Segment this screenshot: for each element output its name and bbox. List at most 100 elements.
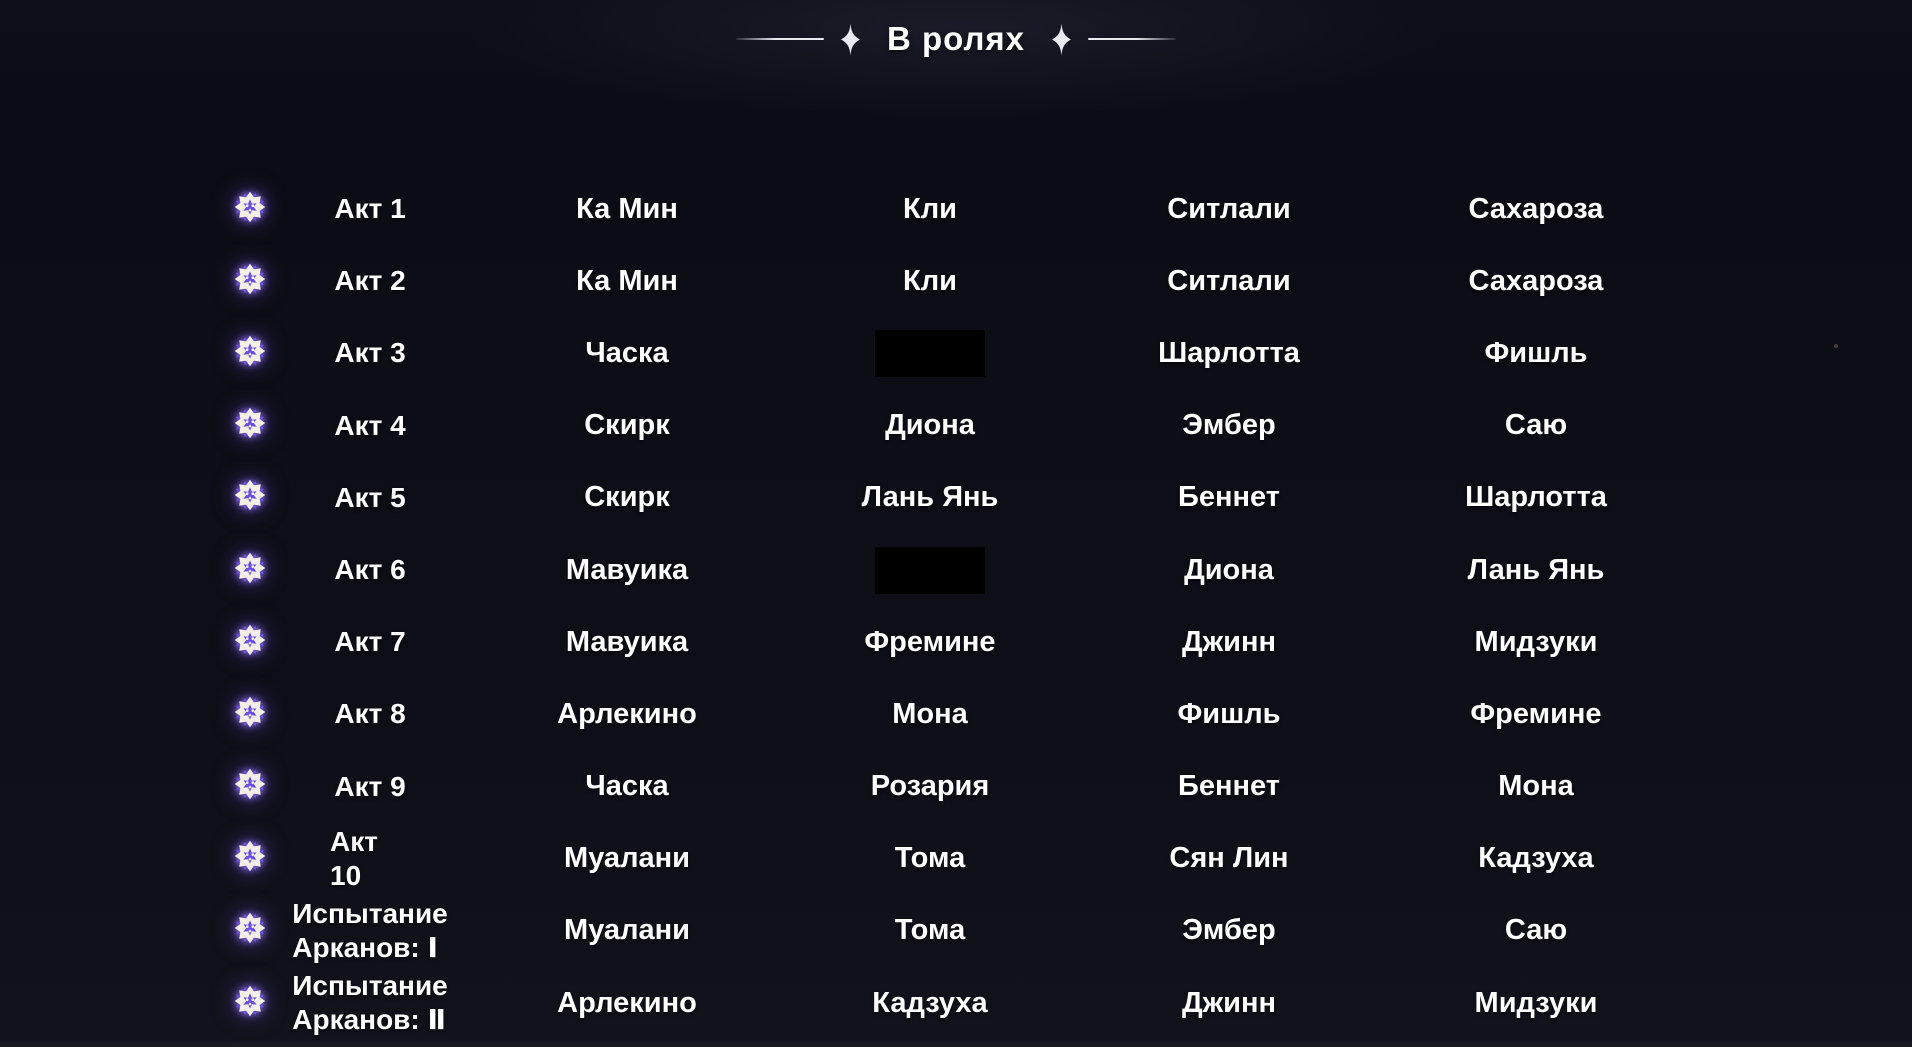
star-flower-icon bbox=[231, 404, 269, 447]
cast-name: Мона bbox=[1498, 770, 1574, 803]
cast-cell-3: Беннет bbox=[1016, 462, 1442, 534]
cast-cell-3: Диона bbox=[1016, 534, 1442, 606]
cast-name: Мидзуки bbox=[1474, 625, 1598, 658]
star-flower-icon bbox=[231, 982, 269, 1025]
cast-name: Саю bbox=[1504, 409, 1568, 442]
cast-cell-2 bbox=[844, 534, 1016, 606]
act-label: Акт 6 bbox=[334, 554, 406, 586]
cast-cell-2: Мона bbox=[844, 678, 1016, 750]
cast-cell-2: Тома bbox=[844, 895, 1016, 967]
background-star-particle bbox=[1834, 344, 1838, 348]
act-label: Испытание Арканов: Ⅱ bbox=[292, 970, 448, 1036]
cast-cell-3: Беннет bbox=[1016, 751, 1442, 823]
star-flower-icon bbox=[231, 621, 269, 664]
cast-cell-2: Диона bbox=[844, 390, 1016, 462]
cast-cell-3: Джинн bbox=[1016, 967, 1442, 1039]
cast-cell-4: Сахароза bbox=[1442, 245, 1630, 317]
cast-name: Фишль bbox=[1177, 697, 1281, 730]
cast-row: Акт 2 Ка Мин Кли Ситлали Сахароза bbox=[170, 245, 1630, 317]
cast-name: Диона bbox=[885, 409, 975, 442]
cast-name: Ситлали bbox=[1167, 264, 1291, 297]
cast-name: Джинн bbox=[1181, 625, 1277, 658]
row-marker-cell bbox=[170, 967, 330, 1039]
cast-name: Муалани bbox=[564, 842, 690, 875]
star-flower-icon bbox=[231, 693, 269, 736]
cast-cell-4: Шарлотта bbox=[1442, 462, 1630, 534]
cast-cell-4: Лань Янь bbox=[1442, 534, 1630, 606]
cast-name: Джинн bbox=[1181, 986, 1277, 1019]
redacted-box bbox=[875, 546, 985, 594]
cast-name: Часка bbox=[585, 770, 669, 803]
star-flower-icon bbox=[231, 837, 269, 880]
cast-name: Фремине bbox=[1470, 697, 1602, 730]
cast-cell-1: Часка bbox=[410, 751, 844, 823]
cast-cell-4: Сахароза bbox=[1442, 173, 1630, 245]
title-line-right bbox=[1088, 38, 1177, 40]
cast-name: Мавуика bbox=[565, 625, 689, 658]
cast-cell-2: Лань Янь bbox=[844, 462, 1016, 534]
cast-name: Арлекино bbox=[557, 986, 697, 1019]
cast-name: Фишль bbox=[1484, 336, 1588, 369]
cast-row: Акт 6 Мавуика Диона Лань Янь bbox=[170, 534, 1630, 606]
cast-name: Мона bbox=[892, 697, 968, 730]
act-label: Акт 8 bbox=[334, 698, 406, 730]
cast-name: Фремине bbox=[864, 625, 996, 658]
cast-row: Акт 9 Часка Розария Беннет Мона bbox=[170, 751, 1630, 823]
cast-name: Диона bbox=[1184, 553, 1274, 586]
act-cell: Акт 9 bbox=[330, 751, 410, 823]
act-label: Акт 1 bbox=[334, 193, 406, 225]
cast-name: Кли bbox=[903, 192, 957, 225]
act-label: Акт 2 bbox=[334, 265, 406, 297]
cast-cell-3: Ситлали bbox=[1016, 245, 1442, 317]
act-cell: Испытание Арканов: Ⅰ bbox=[292, 895, 448, 967]
title-line-left bbox=[735, 38, 824, 40]
cast-name: Мавуика bbox=[565, 553, 689, 586]
cast-name: Арлекино bbox=[557, 697, 697, 730]
row-marker-cell bbox=[170, 895, 330, 967]
bottom-section-edge bbox=[0, 1042, 1912, 1047]
cast-table: Акт 1 Ка Мин Кли Ситлали Сахароза bbox=[170, 173, 1630, 1039]
cast-name: Мидзуки bbox=[1474, 986, 1598, 1019]
star-flower-icon bbox=[231, 332, 269, 375]
cast-cell-3: Сян Лин bbox=[1016, 823, 1442, 895]
cast-row: Акт 8 Арлекино Мона Фишль Фремине bbox=[170, 678, 1630, 750]
row-marker-cell bbox=[170, 823, 330, 895]
row-marker-cell bbox=[170, 317, 330, 389]
redacted-box bbox=[875, 329, 985, 377]
row-marker-cell bbox=[170, 462, 330, 534]
act-cell: Акт 4 bbox=[330, 390, 410, 462]
sparkle-icon bbox=[1052, 22, 1072, 56]
act-label: Акт 7 bbox=[334, 626, 406, 658]
cast-cell-1: Скирк bbox=[410, 390, 844, 462]
cast-cell-4: Фишль bbox=[1442, 317, 1630, 389]
cast-name: Тома bbox=[894, 914, 966, 947]
cast-cell-4: Мидзуки bbox=[1442, 967, 1630, 1039]
act-cell: Испытание Арканов: Ⅱ bbox=[292, 967, 448, 1039]
cast-name: Сахароза bbox=[1468, 192, 1604, 225]
cast-cell-3: Шарлотта bbox=[1016, 317, 1442, 389]
cast-cell-1: Часка bbox=[410, 317, 844, 389]
cast-name: Скирк bbox=[584, 409, 670, 442]
cast-name: Кли bbox=[903, 264, 957, 297]
cast-row: Акт 5 Скирк Лань Янь Беннет Шарлотта bbox=[170, 462, 1630, 534]
cast-cell-4: Кадзуха bbox=[1442, 823, 1630, 895]
cast-cell-2: Фремине bbox=[844, 606, 1016, 678]
row-marker-cell bbox=[170, 245, 330, 317]
cast-cell-3: Ситлали bbox=[1016, 173, 1442, 245]
cast-cell-1: Мавуика bbox=[410, 606, 844, 678]
cast-name: Ка Мин bbox=[576, 192, 678, 225]
cast-cell-4: Фремине bbox=[1442, 678, 1630, 750]
star-flower-icon bbox=[231, 188, 269, 231]
act-label: Испытание Арканов: Ⅰ bbox=[292, 897, 448, 963]
cast-name: Лань Янь bbox=[1467, 553, 1605, 586]
cast-name: Кадзуха bbox=[872, 986, 988, 1019]
act-label: Акт 10 bbox=[330, 825, 378, 891]
cast-name: Лань Янь bbox=[861, 481, 999, 514]
cast-name: Часка bbox=[585, 336, 669, 369]
cast-name: Эмбер bbox=[1182, 409, 1276, 442]
cast-cell-3: Эмбер bbox=[1016, 390, 1442, 462]
cast-name: Муалани bbox=[564, 914, 690, 947]
act-label: Акт 5 bbox=[334, 481, 406, 513]
star-flower-icon bbox=[231, 260, 269, 303]
cast-cell-2: Тома bbox=[844, 823, 1016, 895]
